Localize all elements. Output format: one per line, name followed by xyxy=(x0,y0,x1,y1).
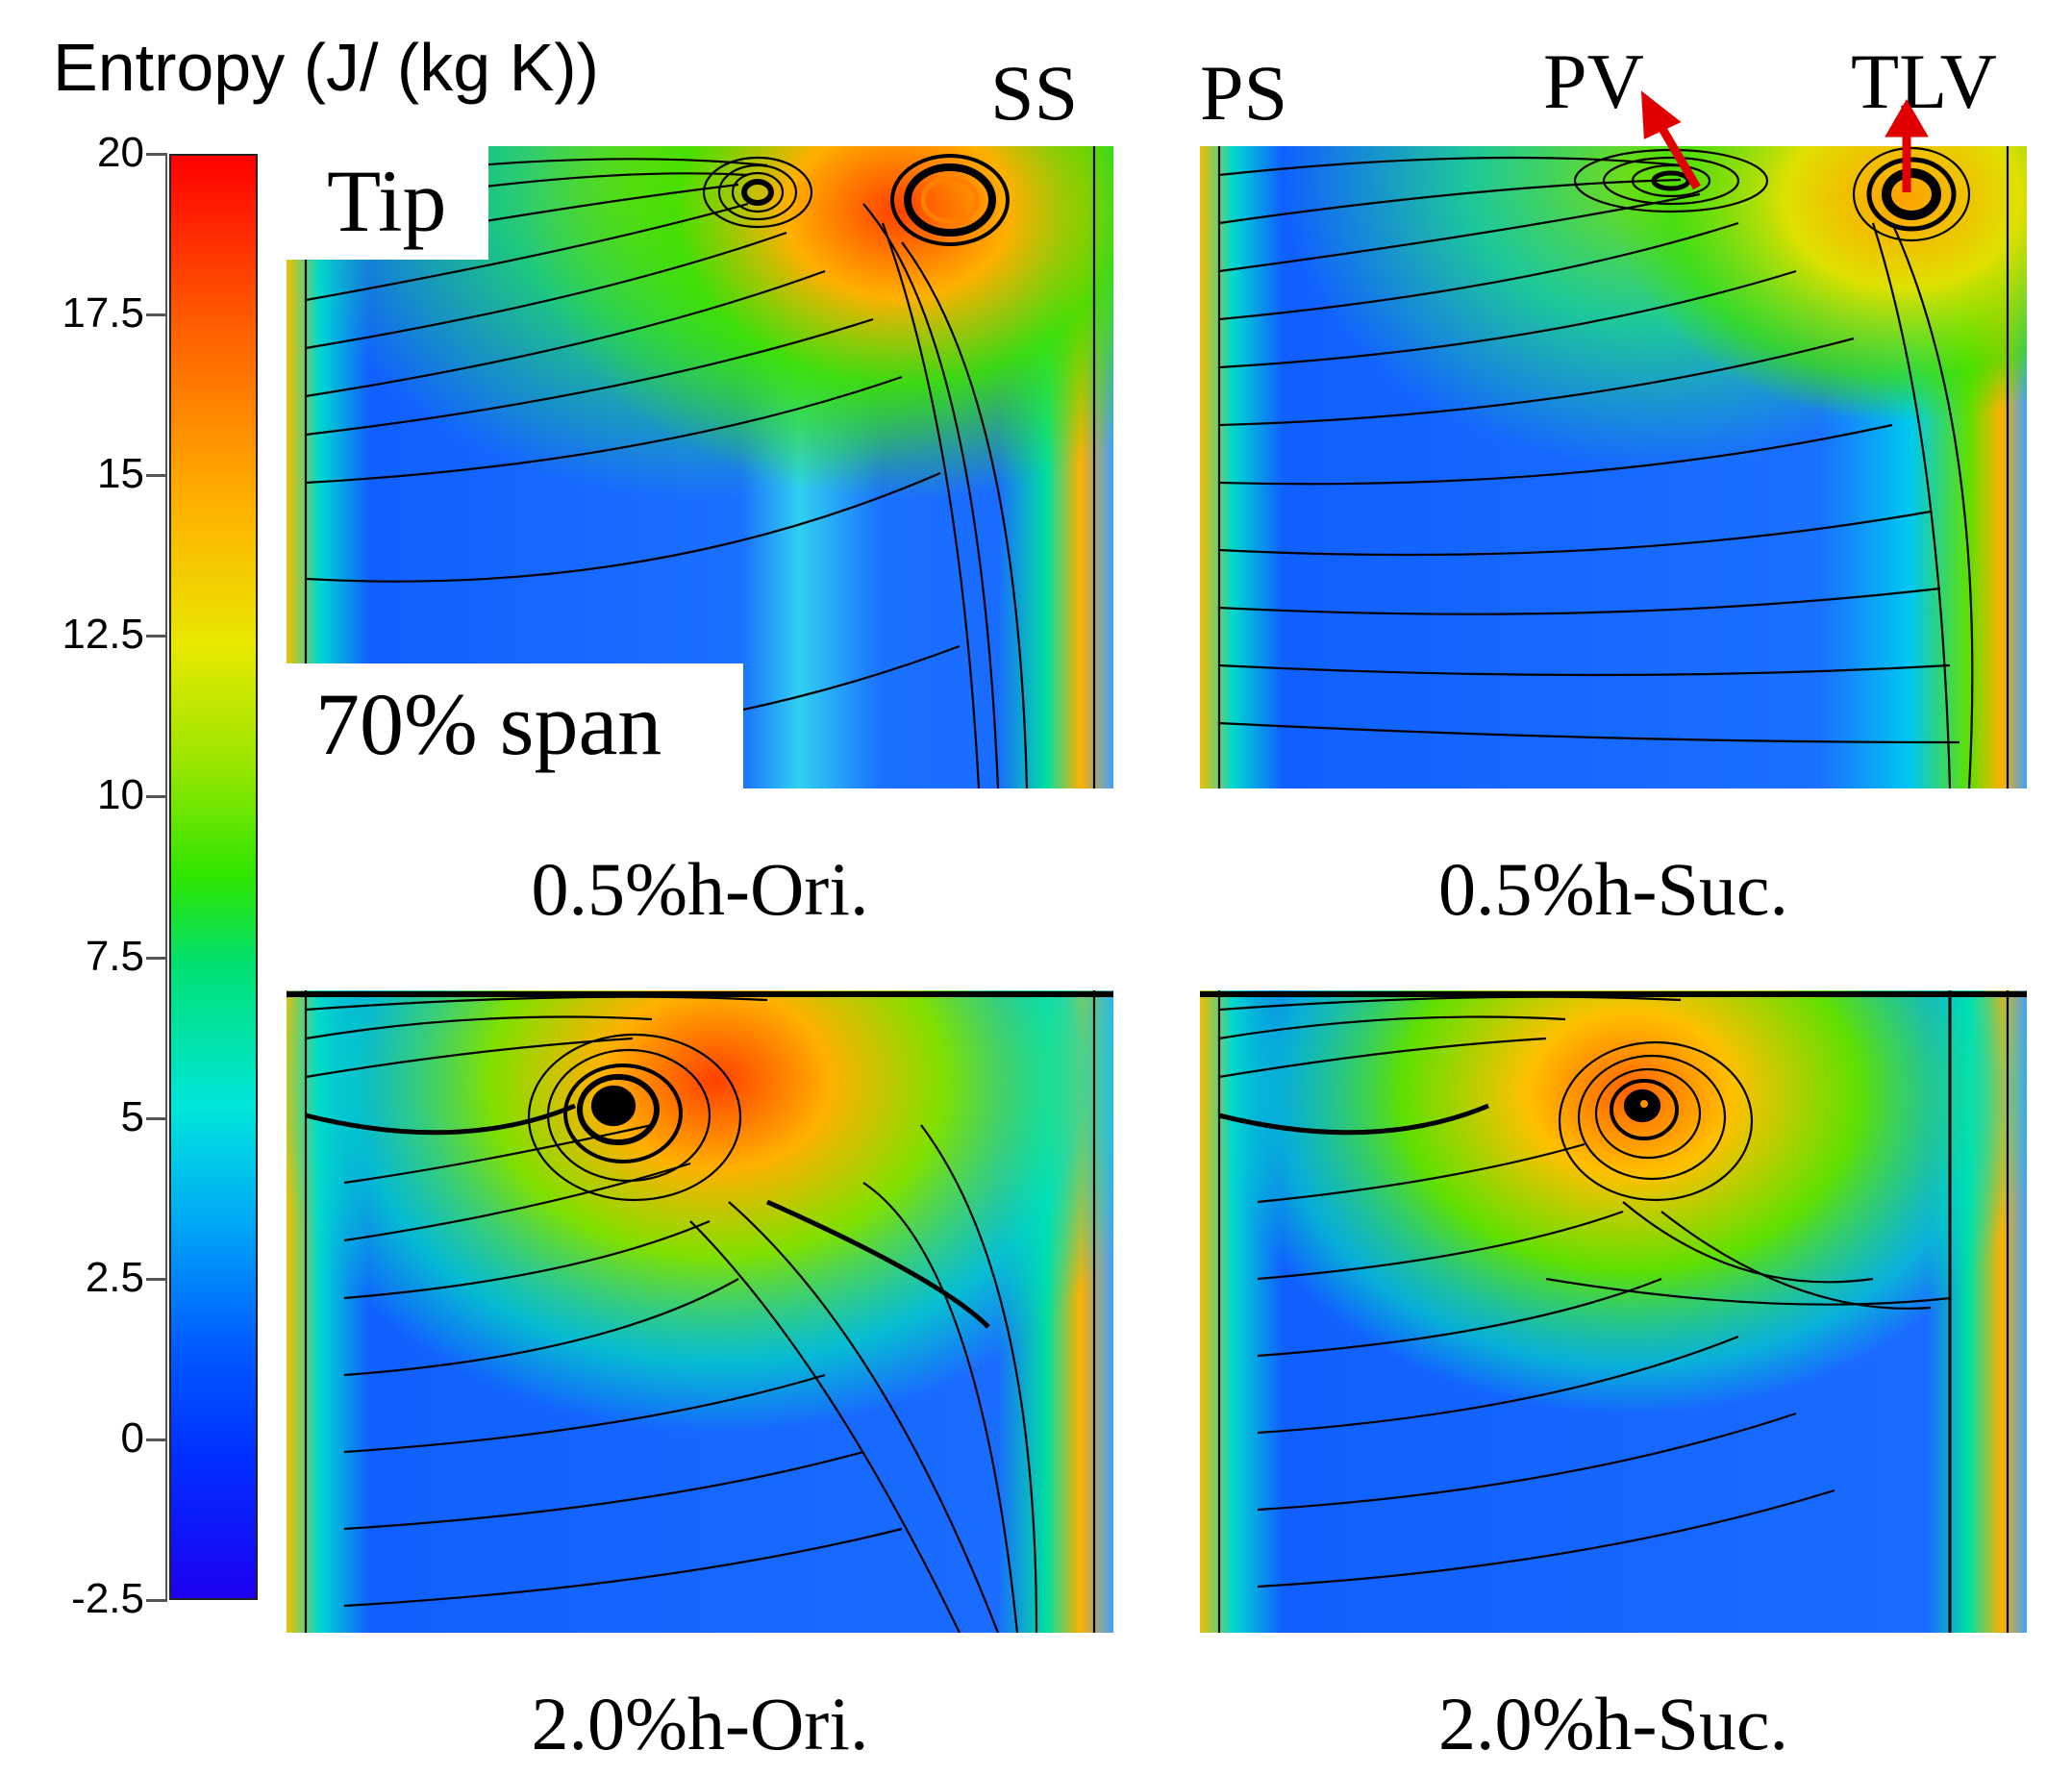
pv-arrow-head xyxy=(1640,90,1682,139)
tlv-label: TLV xyxy=(1851,38,1997,125)
panel-20h-suc xyxy=(1200,990,2027,1633)
caption-05h-ori: 0.5%h-Ori. xyxy=(531,847,869,931)
colorbar-tick-label: 12.5 xyxy=(62,611,144,659)
colorbar-axis xyxy=(165,154,167,1600)
caption-05h-suc: 0.5%h-Suc. xyxy=(1438,847,1788,931)
panel-05h-suc xyxy=(1200,146,2027,788)
colorbar-tick-label: 20 xyxy=(97,129,144,176)
colorbar-tick-mark xyxy=(146,1438,167,1441)
colorbar-tick-mark xyxy=(146,313,167,317)
ps-label: PS xyxy=(1200,49,1288,137)
colorbar-tick-mark xyxy=(146,1599,167,1602)
colorbar xyxy=(169,154,258,1600)
colorbar-tick-mark xyxy=(146,1116,167,1120)
tip-label: Tip xyxy=(327,152,447,250)
colorbar-tick-label: 7.5 xyxy=(85,932,144,980)
colorbar-tick-mark xyxy=(146,474,167,478)
span-label: 70% span xyxy=(315,675,662,773)
colorbar-tick-mark xyxy=(146,956,167,960)
tip-label-box: Tip xyxy=(287,146,488,260)
caption-20h-ori: 2.0%h-Ori. xyxy=(531,1682,869,1765)
colorbar-tick-mark xyxy=(146,635,167,638)
panel-20h-ori xyxy=(287,990,1113,1633)
tlv-arrow-head xyxy=(1885,98,1929,138)
colorbar-tick-mark xyxy=(146,795,167,799)
colorbar-tick-label: 15 xyxy=(97,450,144,498)
colorbar-title: Entropy (J/ (kg K)) xyxy=(53,30,599,105)
colorbar-tick-label: 17.5 xyxy=(62,289,144,338)
pv-label: PV xyxy=(1543,38,1644,125)
colorbar-tick-label: 10 xyxy=(97,771,144,819)
ss-label: SS xyxy=(990,49,1079,137)
colorbar-tick-label: 5 xyxy=(120,1092,144,1140)
colorbar-tick-mark xyxy=(146,153,167,156)
colorbar-tick-label: -2.5 xyxy=(71,1575,144,1622)
colorbar-tick-label: 0 xyxy=(120,1413,144,1462)
colorbar-tick-label: 2.5 xyxy=(85,1253,144,1301)
caption-20h-suc: 2.0%h-Suc. xyxy=(1438,1682,1788,1765)
colorbar-tick-mark xyxy=(146,1277,167,1281)
span-label-box: 70% span xyxy=(287,663,743,788)
